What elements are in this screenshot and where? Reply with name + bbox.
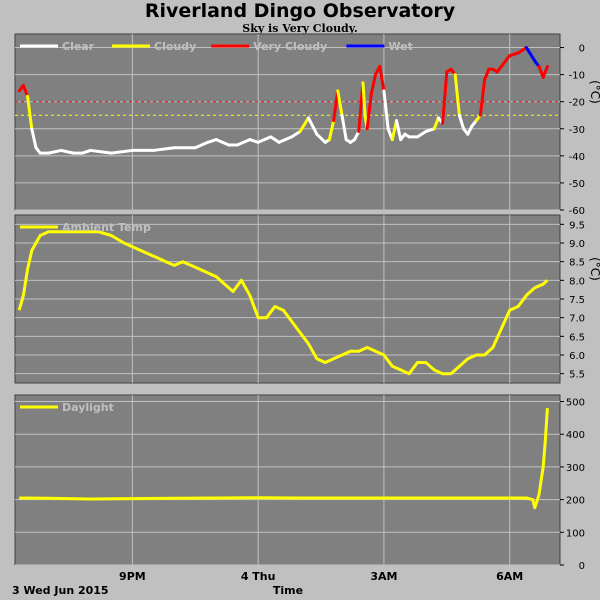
ambient-ytick-label: 7.0	[569, 314, 585, 325]
sky-series-segment	[193, 140, 210, 150]
ambient-series-line	[17, 230, 549, 376]
daylight-legend-label: Daylight	[62, 401, 114, 414]
sky-series-segment	[441, 70, 449, 125]
sky-ytick-label: 0	[579, 44, 585, 55]
sky-series-segment	[277, 135, 294, 144]
sky-series-segment	[151, 146, 176, 152]
daylight-series-line	[19, 408, 549, 510]
x-tick-label: 4 Thu	[241, 570, 276, 583]
daylight-ytick-label: 400	[566, 430, 585, 441]
sky-legend-label: Very Cloudy	[253, 40, 327, 53]
sky-series-segment	[21, 83, 30, 98]
sky-legend-label: Cloudy	[154, 40, 196, 53]
sky-series-segment	[483, 67, 491, 82]
x-axis-label: Time	[273, 584, 303, 597]
sky-ytick-label: -50	[569, 179, 585, 190]
x-tick-label: 6AM	[496, 570, 523, 583]
ambient-ytick-label: 6.5	[569, 332, 585, 343]
sky-series-segment	[109, 148, 134, 155]
sky-series-segment	[361, 81, 367, 117]
sky-series-segment	[541, 64, 549, 79]
ambient-ytick-label: 5.5	[569, 370, 585, 381]
daylight-ytick-label: 0	[579, 561, 585, 572]
sky-series-segment	[369, 73, 378, 96]
sky-legend-label: Clear	[62, 40, 95, 53]
sky-series-segment	[214, 138, 231, 147]
daylight-ytick-label: 100	[566, 528, 585, 539]
sky-plot-area	[14, 33, 561, 211]
sky-series-segment	[327, 119, 336, 142]
sky-series-segment	[256, 135, 273, 144]
ambient-ytick-label: 8.5	[569, 258, 585, 269]
sky-ytick-label: -30	[569, 125, 585, 136]
sky-series-segment	[298, 116, 310, 133]
sky-series-segment	[269, 135, 281, 144]
page-title: Riverland Dingo Observatory	[144, 0, 456, 22]
ambient-ytick-label: 8.0	[569, 276, 585, 287]
sky-series-segment	[306, 116, 319, 136]
sky-series-segment	[290, 129, 302, 139]
ambient-ytick-label: 9.5	[569, 220, 585, 231]
sky-series-segment	[365, 92, 373, 131]
x-tick-label: 9PM	[119, 570, 146, 583]
sky-series-segment	[315, 132, 327, 144]
sky-series-segment	[457, 113, 466, 131]
date-label: 3 Wed Jun 2015	[12, 584, 109, 597]
sky-series-segment	[59, 148, 76, 155]
sky-ytick-label: -60	[569, 206, 585, 217]
sky-ytick-label: -20	[569, 98, 585, 109]
sky-series-segment	[332, 89, 340, 123]
daylight-ytick-label: 500	[566, 398, 585, 409]
sky-series-segment	[353, 129, 361, 142]
ambient-ytick-label: 6.0	[569, 351, 585, 362]
sky-series-segment	[340, 113, 348, 142]
sky-series-segment	[395, 119, 403, 142]
sky-series-segment	[47, 148, 63, 155]
page-subtitle: Sky is Very Cloudy.	[242, 22, 358, 35]
ambient-legend-label: Ambient Temp	[62, 221, 151, 234]
sky-series-segment	[524, 46, 537, 63]
sky-series-segment	[478, 78, 487, 117]
sky-series-segment	[382, 89, 390, 131]
sky-series-segment	[336, 89, 344, 117]
sky-series-segment	[26, 94, 34, 131]
ambient-ytick-label: 9.0	[569, 239, 585, 250]
sky-legend-label: Wet	[388, 40, 412, 53]
sky-series-segment	[235, 138, 252, 147]
ambient-ylabel: (°C)	[588, 257, 600, 281]
x-tick-label: 3AM	[370, 570, 397, 583]
daylight-plot-area	[14, 394, 561, 566]
sky-series-segment	[30, 127, 38, 150]
sky-series-segment	[453, 73, 461, 117]
sky-ytick-label: -10	[569, 71, 585, 82]
ambient-ytick-label: 7.5	[569, 295, 585, 306]
sky-ytick-label: -40	[569, 152, 585, 163]
sky-series-segment	[466, 124, 474, 136]
daylight-ytick-label: 200	[566, 496, 585, 507]
sky-series-segment	[378, 64, 386, 93]
sky-ylabel: (°C)	[588, 80, 600, 104]
sky-series-segment	[88, 148, 113, 155]
daylight-ytick-label: 300	[566, 463, 585, 474]
sky-series-segment	[432, 116, 440, 131]
sky-series-segment	[415, 129, 428, 139]
sky-series-segment	[516, 46, 528, 55]
